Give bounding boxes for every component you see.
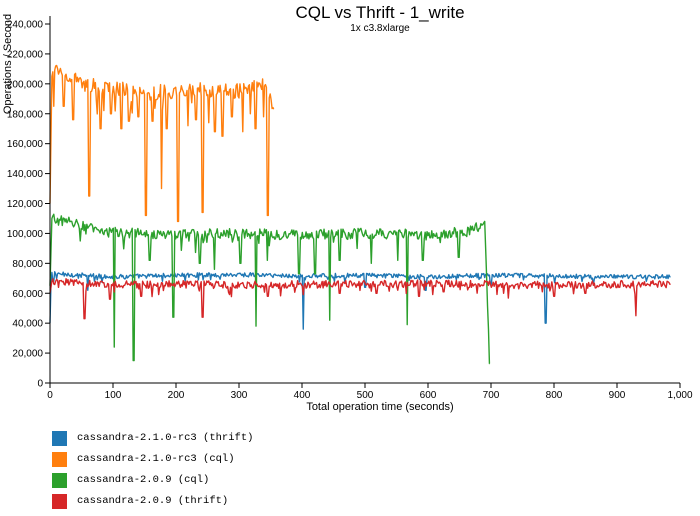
y-tick-label: 140,000 — [7, 169, 44, 180]
y-tick-label: 120,000 — [7, 199, 44, 210]
x-tick-label: 600 — [420, 390, 437, 401]
legend-swatch — [52, 472, 67, 488]
legend-item: cassandra-2.0.9 (thrift) — [52, 491, 452, 511]
series-line — [49, 271, 671, 330]
y-tick-label: 180,000 — [7, 109, 44, 120]
legend-label: cassandra-2.1.0-rc3 (thrift) — [77, 432, 254, 444]
series-line — [49, 64, 275, 223]
x-axis-label: Total operation time (seconds) — [306, 401, 453, 413]
plot-series-group — [49, 64, 671, 365]
x-tick-label: 100 — [105, 390, 122, 401]
legend-label: cassandra-2.1.0-rc3 (cql) — [77, 453, 235, 465]
y-tick-label: 220,000 — [7, 49, 44, 60]
legend-swatch — [52, 430, 67, 446]
chart-title: CQL vs Thrift - 1_write — [295, 3, 464, 22]
x-tick-label: 0 — [47, 390, 53, 401]
legend-label: cassandra-2.0.9 (thrift) — [77, 495, 229, 507]
x-tick-label: 200 — [168, 390, 185, 401]
y-tick-label: 80,000 — [12, 259, 43, 270]
y-tick-label: 60,000 — [12, 289, 43, 300]
y-axis-label: Operations / Second — [2, 14, 14, 114]
y-tick-label: 200,000 — [7, 79, 44, 90]
legend-item: cassandra-2.1.0-rc3 (thrift) — [52, 428, 452, 448]
y-tick-label: 240,000 — [7, 20, 44, 31]
x-tick-label: 400 — [294, 390, 311, 401]
legend-swatch — [52, 451, 67, 467]
x-tick-label: 900 — [609, 390, 626, 401]
y-tick-label: 100,000 — [7, 229, 44, 240]
series-line — [49, 213, 491, 365]
y-tick-label: 40,000 — [12, 319, 43, 330]
y-tick-label: 20,000 — [12, 349, 43, 360]
legend-item: cassandra-2.0.9 (cql) — [52, 470, 452, 490]
x-tick-label: 300 — [231, 390, 248, 401]
x-tick-label: 700 — [483, 390, 500, 401]
chart-subtitle: 1x c3.8xlarge — [350, 23, 410, 34]
axes-group: 0 20,000 40,000 60,000 80,000 100,000 120,000 1… — [7, 16, 693, 401]
legend-swatch — [52, 493, 67, 509]
series-line — [49, 278, 671, 320]
x-tick-label: 1,000 — [667, 390, 692, 401]
x-tick-label: 800 — [546, 390, 563, 401]
legend-label: cassandra-2.0.9 (cql) — [77, 474, 210, 486]
x-tick-label: 500 — [357, 390, 374, 401]
y-tick-label: 160,000 — [7, 139, 44, 150]
y-tick-label: 0 — [37, 379, 43, 390]
chart-legend: cassandra-2.1.0-rc3 (thrift) cassandra-2.… — [52, 428, 452, 512]
legend-item: cassandra-2.1.0-rc3 (cql) — [52, 449, 452, 469]
